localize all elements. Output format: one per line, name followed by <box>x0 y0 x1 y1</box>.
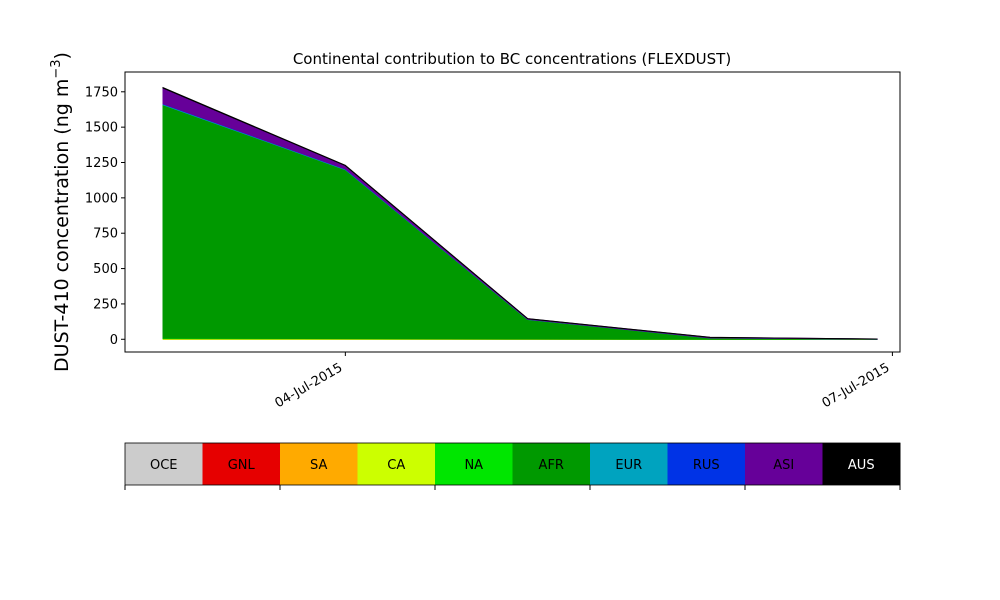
legend-swatch-gnl <box>202 443 281 485</box>
y-tick-label: 1750 <box>85 85 118 100</box>
y-axis-ticks: 0 250 500 750 1000 1250 1500 1750 <box>85 85 125 348</box>
legend-swatch-eur <box>590 443 668 485</box>
legend-label-asi: ASI <box>773 458 794 473</box>
legend-label-na: NA <box>464 458 483 473</box>
legend-swatch-oce <box>125 443 203 485</box>
legend-swatch-rus <box>667 443 746 485</box>
y-tick-label: 1500 <box>85 121 118 136</box>
area-aus <box>162 86 878 340</box>
legend-swatch-aus <box>822 443 901 485</box>
legend-label-gnl: GNL <box>228 458 256 473</box>
legend-swatch-asi <box>745 443 823 485</box>
legend-swatch-afr <box>512 443 591 485</box>
y-tick-label: 250 <box>93 297 118 312</box>
legend-frame <box>124 442 901 486</box>
legend-label-oce: OCE <box>150 458 178 473</box>
y-tick-label: 750 <box>93 227 118 242</box>
legend-label-rus: RUS <box>693 458 720 473</box>
y-axis-label-exponent: −3 <box>49 59 64 78</box>
x-tick-label: 04-Jul-2015 <box>273 360 346 411</box>
legend-swatch-ca <box>357 443 436 485</box>
legend-label-afr: AFR <box>539 458 564 473</box>
legend-swatch-sa <box>280 443 358 485</box>
x-tick-label: 07-Jul-2015 <box>820 360 893 411</box>
y-axis-label-text: DUST-410 concentration (ng m <box>51 79 73 372</box>
y-tick-label: 0 <box>110 333 118 348</box>
legend-swatch-na <box>435 443 513 485</box>
legend-label-ca: CA <box>387 458 405 473</box>
x-axis-ticks: 04-Jul-2015 07-Jul-2015 <box>273 352 893 411</box>
legend-label-sa: SA <box>310 458 327 473</box>
y-axis-label-close: ) <box>51 52 73 59</box>
y-axis-label: DUST-410 concentration (ng m−3) <box>49 52 73 372</box>
chart-title: Continental contribution to BC concentra… <box>293 50 731 68</box>
y-tick-label: 1000 <box>85 191 118 206</box>
legend-colorbar: OCE GNL SA CA NA AFR EUR RUS ASI AUS <box>124 442 901 490</box>
stacked-areas <box>162 86 878 340</box>
plot-frame <box>124 71 901 353</box>
legend-label-aus: AUS <box>848 458 875 473</box>
plot-area: 0 250 500 750 1000 1250 1500 1750 04-Jul-2015 07… <box>85 71 901 411</box>
y-tick-label: 1250 <box>85 156 118 171</box>
legend-label-eur: EUR <box>615 458 642 473</box>
y-tick-label: 500 <box>93 262 118 277</box>
